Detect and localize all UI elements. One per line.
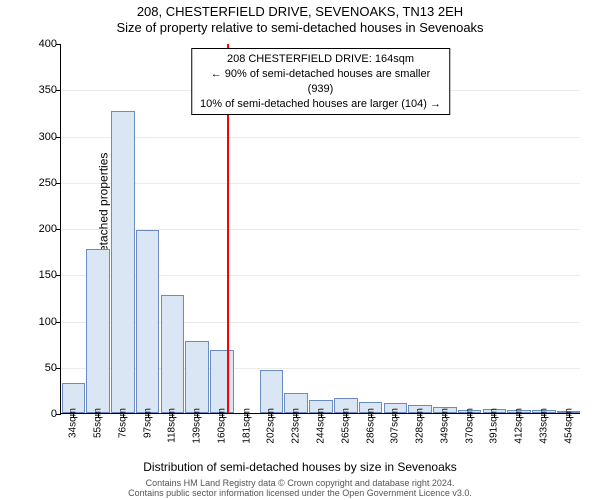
x-tick-label: 307sqm: [390, 408, 401, 444]
histogram-bar: [161, 295, 185, 413]
marker-annotation: 208 CHESTERFIELD DRIVE: 164sqm ← 90% of …: [191, 48, 451, 115]
y-tick-label: 150: [39, 269, 57, 281]
histogram-bar: [185, 341, 209, 413]
histogram-bar: [260, 370, 284, 413]
x-tick-label: 286sqm: [365, 408, 376, 444]
x-tick-label: 160sqm: [216, 408, 227, 444]
x-tick-label: 181sqm: [241, 408, 252, 444]
x-tick-label: 202sqm: [266, 408, 277, 444]
x-tick-label: 34sqm: [68, 408, 79, 438]
y-tick-label: 350: [39, 84, 57, 96]
x-tick-label: 139sqm: [192, 408, 203, 444]
y-tick-label: 200: [39, 223, 57, 235]
y-tick-label: 300: [39, 131, 57, 143]
y-tick-label: 0: [51, 408, 57, 420]
histogram-bar: [111, 111, 135, 413]
y-tick-label: 250: [39, 177, 57, 189]
chart-title-desc: Size of property relative to semi-detach…: [0, 20, 600, 35]
histogram-bar: [210, 350, 234, 413]
x-tick-label: 118sqm: [167, 408, 178, 443]
footer-line1: Contains HM Land Registry data © Crown c…: [0, 478, 600, 488]
footer-line2: Contains public sector information licen…: [0, 488, 600, 498]
x-tick-label: 265sqm: [340, 408, 351, 444]
x-tick-label: 223sqm: [291, 408, 302, 444]
annotation-line3: 10% of semi-detached houses are larger (…: [198, 97, 444, 112]
chart-title-address: 208, CHESTERFIELD DRIVE, SEVENOAKS, TN13…: [0, 4, 600, 19]
histogram-bar: [136, 230, 160, 413]
y-tick-label: 50: [45, 362, 57, 374]
histogram-bar: [86, 249, 110, 413]
y-tick-label: 100: [39, 316, 57, 328]
annotation-line2: ← 90% of semi-detached houses are smalle…: [198, 67, 444, 97]
gridline: [61, 137, 580, 138]
plot-area: 05010015020025030035040034sqm55sqm76sqm9…: [60, 44, 580, 414]
chart-container: 208, CHESTERFIELD DRIVE, SEVENOAKS, TN13…: [0, 0, 600, 500]
x-axis-label: Distribution of semi-detached houses by …: [0, 460, 600, 474]
footer-attribution: Contains HM Land Registry data © Crown c…: [0, 478, 600, 499]
x-tick-label: 454sqm: [563, 408, 574, 444]
x-tick-label: 391sqm: [489, 408, 500, 444]
x-tick-label: 55sqm: [93, 408, 104, 438]
x-tick-label: 370sqm: [464, 408, 475, 444]
x-tick-label: 328sqm: [415, 408, 426, 444]
x-tick-label: 349sqm: [439, 408, 450, 444]
x-tick-label: 76sqm: [117, 408, 128, 438]
annotation-line1: 208 CHESTERFIELD DRIVE: 164sqm: [198, 52, 444, 67]
gridline: [61, 183, 580, 184]
x-tick-label: 244sqm: [316, 408, 327, 444]
x-tick-label: 97sqm: [142, 408, 153, 438]
x-tick-label: 433sqm: [538, 408, 549, 444]
x-tick-label: 412sqm: [514, 408, 525, 444]
y-tick-label: 400: [39, 38, 57, 50]
